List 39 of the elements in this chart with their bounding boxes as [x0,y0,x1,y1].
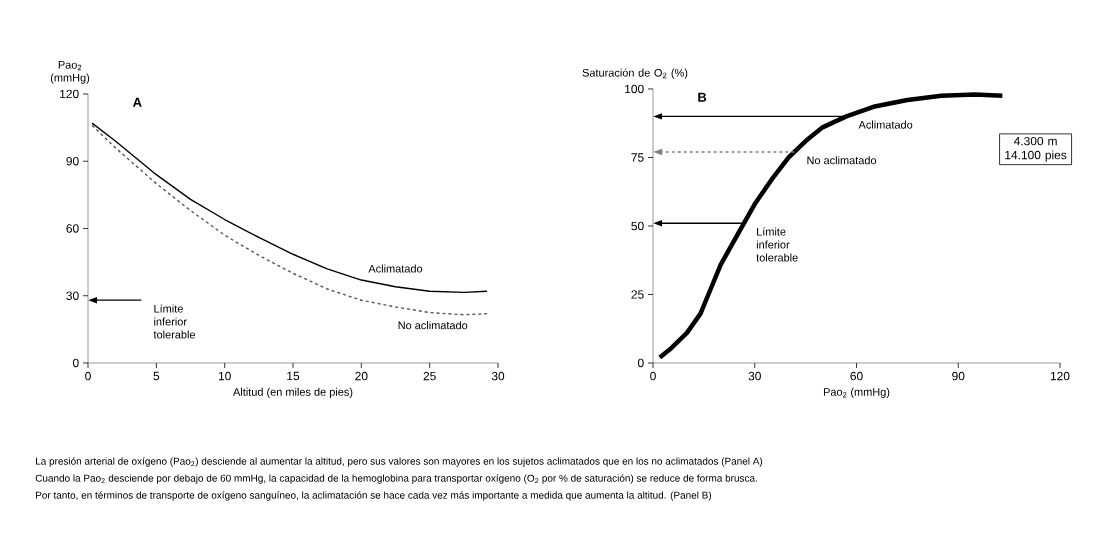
series-label: Aclimatado [368,264,423,273]
y-tick-label: 120 [60,89,79,99]
y-tick-label: 100 [625,84,644,94]
x-tick-label: 30 [491,371,505,381]
x-tick-label: 25 [423,371,436,381]
x-tick-label: 10 [218,371,231,381]
y-tick-label: 25 [631,290,644,299]
chart-title: B [698,92,707,102]
x-tick-label: 120 [1050,371,1070,381]
x-tick-label: 15 [287,371,300,381]
y-tick-label: 90 [66,157,79,166]
y-tick-label: 0 [72,358,79,368]
x-tick-label: 0 [650,371,656,381]
y-axis-title: Saturación de O$_{2}$ (%) [582,68,688,79]
y-tick-label: 50 [631,221,644,231]
series-label: No aclimatado [398,321,468,330]
x-tick-label: 20 [355,371,368,381]
y-tick-label: 75 [631,153,644,162]
text: Cuando la Pao$_{2}$ desciende por debajo de 60 mmHg, la capacidad de la hemoglobina para transportar oxígeno (O$_{2}$ por % de saturación) se reduce de forma brusca. [35,474,757,484]
ref-line-label: Límite inferior tolerable [153,304,196,339]
y-tick-label: 30 [66,291,79,300]
x-tick-label: 60 [850,371,863,381]
line-series [657,92,1005,360]
chart-title: A [132,97,142,107]
x-axis-title: Altitud (en miles de pies) [233,387,353,399]
x-tick-label: 0 [85,371,91,381]
text: La presión arterial de oxígeno (Pao$_{2}$) desciende al aumentar la altitud, pero sus valores son mayores en los sujetos aclimatados que en los no aclimatados (Panel A) [36,457,763,467]
ref-line-label: No aclimatado [807,156,877,165]
x-tick-label: 90 [952,371,965,381]
ref-line-label: Límite inferior tolerable [756,227,798,262]
x-tick-label: 30 [748,371,761,381]
y-tick-label: 0 [637,358,644,368]
y-axis-title: Pao$_{2}$ (mmHg) [50,61,90,84]
x-axis-title: Pao$_{2}$ (mmHg) [823,387,890,399]
text: Por tanto, en términos de transporte de oxígeno sanguíneo, la aclimatación se hace cada vez más importante a medida que aumenta la altitud. (Panel B) [36,491,712,501]
annotation: 4.300 m 14.100 pies [1005,136,1067,162]
x-tick-label: 5 [153,371,160,381]
ref-line-label: Aclimatado [858,120,913,129]
y-tick-label: 60 [66,224,79,233]
